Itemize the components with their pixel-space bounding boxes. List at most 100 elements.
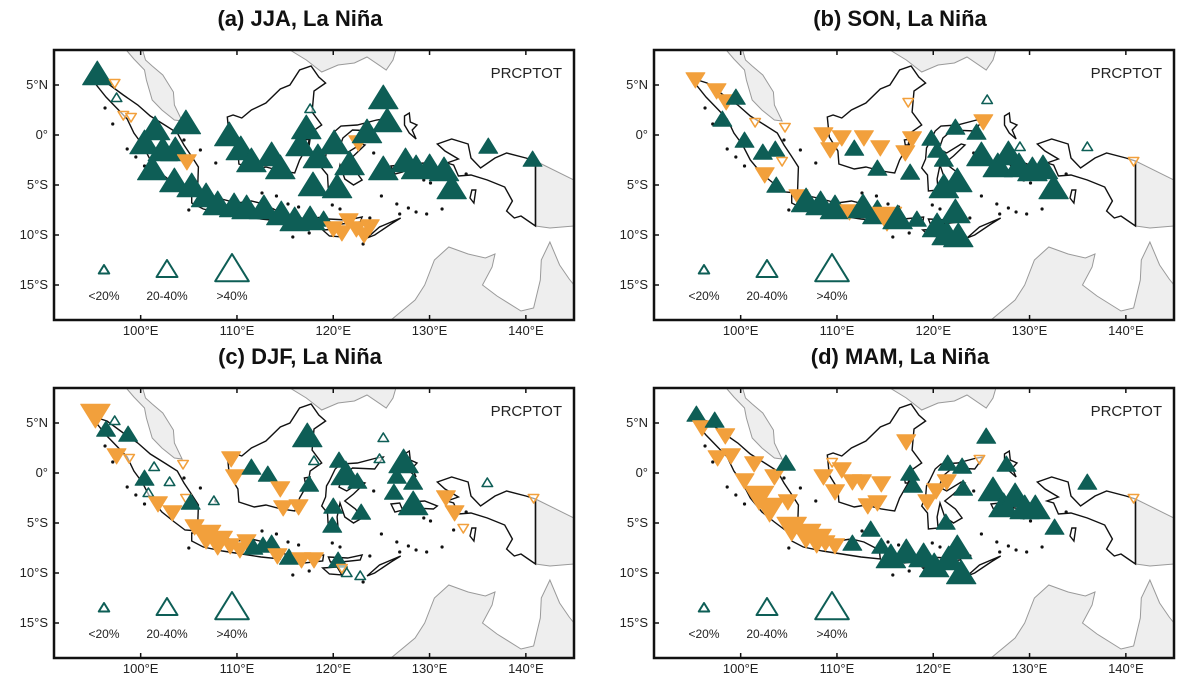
station-marker-decrease [917, 494, 938, 511]
foreign-landmass [535, 498, 574, 567]
small-island [422, 516, 426, 520]
small-island [930, 203, 934, 207]
small-island [972, 489, 976, 493]
lon-tick-label: 140°E [1108, 661, 1144, 675]
station-marker-decrease [813, 127, 834, 144]
station-marker-decrease [831, 462, 852, 479]
station-marker-decrease [831, 130, 852, 147]
lat-tick-label: 15°S [620, 277, 649, 292]
small-island [274, 532, 279, 536]
small-island [1025, 550, 1029, 554]
station-marker-increase [952, 457, 973, 474]
coastline [1069, 527, 1077, 543]
small-island [198, 486, 202, 490]
station-marker-increase [207, 495, 220, 506]
station-marker-decrease [221, 451, 242, 468]
small-island [742, 502, 747, 506]
station-marker-increase [180, 493, 201, 510]
station-marker-increase [377, 432, 390, 443]
legend-marker [755, 597, 779, 616]
small-island [725, 485, 729, 489]
station-marker-increase [940, 198, 971, 224]
station-marker-increase [319, 129, 350, 155]
coastline [403, 111, 419, 140]
station-marker-increase [867, 159, 888, 176]
lon-tick-label: 140°E [1108, 323, 1144, 338]
small-island [874, 194, 879, 198]
lon-tick-label: 110°E [220, 323, 255, 338]
coastline [1035, 476, 1137, 566]
small-island [896, 543, 901, 547]
station-marker-increase [96, 420, 116, 437]
station-marker-increase [943, 222, 974, 248]
lon-tick-label: 140°E [508, 661, 544, 675]
small-island [452, 528, 456, 532]
small-island [1064, 172, 1068, 176]
small-island [995, 540, 999, 544]
station-marker-decrease [902, 131, 922, 148]
small-island [798, 148, 802, 152]
lat-tick-label: 0° [36, 127, 48, 142]
station-marker-increase [368, 155, 399, 181]
legend-marker [697, 602, 711, 613]
small-island [703, 106, 707, 110]
station-marker-increase [241, 458, 262, 475]
station-marker-increase [946, 559, 977, 585]
lon-tick-label: 130°E [412, 661, 448, 675]
foreign-landmass [990, 578, 1174, 658]
small-island [782, 476, 786, 480]
coastline [966, 555, 1002, 577]
station-marker-decrease [867, 495, 888, 512]
coastline [469, 527, 477, 543]
small-island [296, 205, 301, 209]
station-marker-increase [134, 469, 155, 486]
small-island [787, 546, 791, 550]
station-marker-decrease [896, 434, 917, 451]
small-island [1014, 548, 1018, 552]
map-content [685, 50, 1174, 320]
panel-jja: (a) JJA, La Niña <20% 20-40% >40% PRCPTOT 5°… [0, 0, 600, 338]
lon-tick-label: 100°E [123, 323, 159, 338]
station-marker-increase [398, 490, 429, 516]
station-marker-decrease [291, 552, 312, 569]
legend-label: <20% [688, 627, 719, 641]
station-marker-decrease [707, 450, 728, 467]
small-island [142, 502, 147, 506]
coastline [226, 403, 327, 512]
lon-tick-label: 130°E [1012, 323, 1048, 338]
station-marker-increase [933, 150, 954, 167]
small-island [907, 569, 911, 573]
small-island [307, 231, 311, 235]
lon-tick-label: 100°E [123, 661, 159, 675]
station-marker-increase [334, 150, 365, 176]
small-island [134, 493, 138, 497]
small-island [330, 203, 334, 207]
station-marker-increase [937, 454, 958, 471]
station-marker-increase [299, 475, 320, 492]
legend-label: >40% [216, 289, 247, 303]
panel-djf: (c) DJF, La Niña <20% 20-40% >40% PRCPTOT 5°… [0, 338, 600, 675]
station-marker-increase [966, 141, 997, 167]
foreign-landmass [125, 50, 183, 122]
small-island [379, 532, 384, 536]
station-marker-decrease [870, 140, 891, 157]
legend-label: 20-40% [746, 627, 788, 641]
small-island [1040, 545, 1044, 549]
small-island [860, 529, 864, 533]
panel-title: (a) JJA, La Niña [217, 6, 383, 31]
station-marker-decrease [108, 78, 121, 89]
small-island [414, 548, 418, 552]
foreign-landmass [990, 240, 1174, 320]
legend-marker [214, 591, 250, 621]
station-marker-decrease [973, 114, 994, 131]
panel-mam: (d) MAM, La Niña <20% 20-40% >40% PRCPTOT 5°… [600, 338, 1200, 675]
small-island [440, 207, 444, 211]
station-marker-decrease [902, 97, 915, 108]
legend-label: 20-40% [746, 289, 788, 303]
foreign-landmass [1135, 160, 1174, 229]
station-marker-decrease [706, 83, 727, 100]
station-marker-increase [257, 465, 278, 482]
small-island [182, 476, 186, 480]
station-marker-increase [704, 411, 725, 428]
station-marker-decrease [359, 219, 380, 236]
